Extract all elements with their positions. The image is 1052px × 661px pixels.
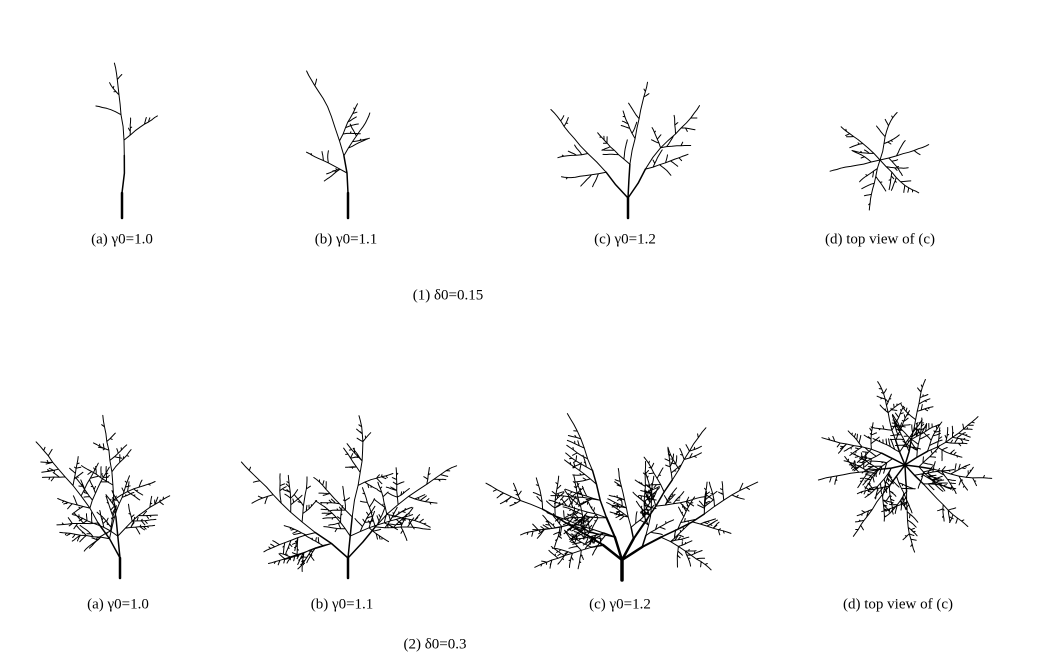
tree — [96, 63, 157, 218]
panel-caption: (d) top view of (c) — [825, 231, 935, 247]
branch — [122, 156, 124, 194]
panel-caption: (c) γ0=1.2 — [594, 231, 656, 247]
branch — [551, 82, 700, 186]
branch — [344, 156, 348, 193]
branch — [606, 164, 645, 198]
tree — [818, 380, 991, 553]
row-caption: (2) δ0=0.3 — [403, 636, 466, 652]
panel-caption: (d) top view of (c) — [843, 596, 953, 612]
panel-caption: (a) γ0=1.0 — [87, 596, 149, 612]
row-caption: (1) δ0=0.15 — [413, 287, 484, 303]
branch — [486, 414, 758, 570]
branch — [315, 517, 375, 558]
panel-caption: (a) γ0=1.0 — [91, 231, 153, 247]
tree — [486, 414, 758, 580]
branch — [96, 63, 157, 155]
panel-caption: (b) γ0=1.1 — [315, 231, 378, 247]
tree-drawings — [36, 63, 992, 580]
tree — [307, 71, 370, 218]
figure: (a) γ0=1.0 (b) γ0=1.1 (c) γ0=1.2 (d) top… — [0, 0, 1052, 661]
page: {"figure": {"rows": [ {"caption": "(1) δ… — [0, 0, 1052, 661]
tree — [551, 82, 700, 218]
tree — [830, 113, 929, 211]
tree — [241, 416, 456, 578]
panel-caption: (b) γ0=1.1 — [311, 596, 374, 612]
branch — [307, 71, 370, 181]
panel-caption: (c) γ0=1.2 — [589, 596, 651, 612]
tree — [36, 415, 170, 578]
branch — [830, 113, 929, 211]
branch — [603, 537, 642, 560]
